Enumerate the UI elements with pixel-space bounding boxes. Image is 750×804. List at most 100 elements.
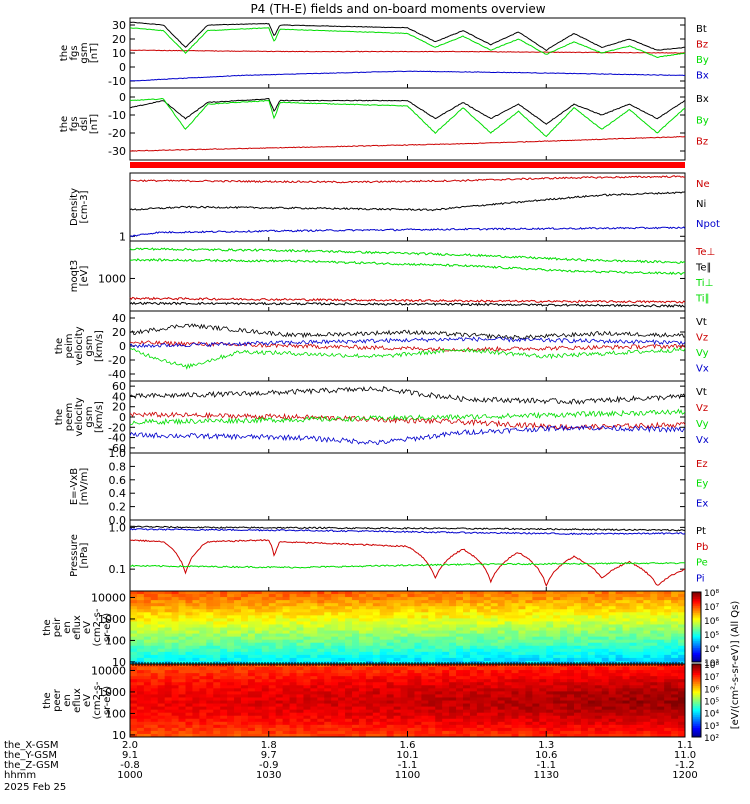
y-tick-label: 10000 <box>91 591 126 604</box>
spectrogram-cell <box>365 636 374 641</box>
spectrogram-cell <box>358 594 367 598</box>
spectrogram-cell <box>664 694 672 698</box>
spectrogram-cell <box>678 688 686 692</box>
spectrogram-cell <box>580 709 589 714</box>
spectrogram-cell <box>414 645 422 650</box>
spectrogram-cell <box>254 706 263 711</box>
spectrogram-cell <box>601 636 610 641</box>
spectrogram-cell <box>234 657 242 662</box>
spectrogram-cell <box>587 639 596 644</box>
panel-frame <box>129 519 686 592</box>
spectrogram-cell <box>268 730 277 735</box>
spectrogram-cell <box>580 718 589 723</box>
spectrogram-cell <box>615 594 624 598</box>
legend-entry: Vx <box>696 435 709 446</box>
x-tick-label: -1.1 <box>536 760 556 771</box>
spectrogram-cell <box>199 667 207 671</box>
spectrogram-cell <box>463 718 471 723</box>
spectrogram-cell <box>664 642 672 647</box>
spectrogram-cell <box>275 597 284 601</box>
spectrogram-cell <box>587 733 596 738</box>
spectrogram-cell <box>643 667 651 671</box>
spectrogram-cell <box>199 600 207 604</box>
spectrogram-cell <box>490 627 499 632</box>
spectrogram-cell <box>456 615 464 619</box>
spectrogram-cell <box>629 612 637 616</box>
spectrogram-cell <box>338 706 346 711</box>
colorbar-step <box>692 611 701 614</box>
spectrogram-cell <box>414 639 422 644</box>
x-tick-label: 1.8 <box>261 740 277 751</box>
spectrogram-cell <box>414 627 422 632</box>
spectrogram-cell <box>345 615 353 619</box>
spectrogram-cell <box>463 670 471 674</box>
spectrogram-cell <box>421 612 429 616</box>
spectrogram-cell <box>539 624 547 628</box>
spectrogram-cell <box>560 682 568 686</box>
spectrogram-cell <box>296 679 304 683</box>
spectrogram-cell <box>636 712 644 717</box>
spectrogram-cell <box>199 651 207 656</box>
spectrogram-cell <box>365 706 374 711</box>
spectrogram-cell <box>456 724 464 729</box>
spectrogram-cell <box>442 609 450 613</box>
spectrogram-cell <box>136 694 145 698</box>
spectrogram-cell <box>532 709 540 714</box>
spectrogram-cell <box>567 703 575 708</box>
spectrogram-cell <box>136 609 145 613</box>
spectrogram-cell <box>227 648 235 653</box>
spectrogram-cell <box>379 645 388 650</box>
spectrogram-cell <box>532 606 540 610</box>
spectrogram-cell <box>324 727 332 732</box>
spectrogram-cell <box>657 688 665 692</box>
spectrogram-cell <box>463 709 471 714</box>
spectrogram-cell <box>539 618 547 622</box>
spectrogram-cell <box>386 660 395 665</box>
spectrogram-cell <box>629 597 637 601</box>
spectrogram-cell <box>643 694 651 698</box>
spectrogram-cell <box>435 648 443 653</box>
spectrogram-cell <box>421 724 429 729</box>
spectrogram-cell <box>365 694 374 698</box>
spectrogram-cell <box>331 712 339 717</box>
spectrogram-cell <box>275 609 284 613</box>
spectrogram-cell <box>324 609 332 613</box>
colorbar-step <box>692 604 701 607</box>
spectrogram-cell <box>469 657 478 662</box>
spectrogram-cell <box>345 627 353 632</box>
spectrogram-cell <box>282 648 291 653</box>
spectrogram-cell <box>525 724 533 729</box>
spectrogram-cell <box>678 639 686 644</box>
spectrogram-cell <box>234 694 242 698</box>
spectrogram-cell <box>469 597 478 601</box>
spectrogram-cell <box>192 727 200 732</box>
spectrogram-cell <box>421 615 429 619</box>
spectrogram-cell <box>442 706 450 711</box>
spectrogram-cell <box>594 682 603 686</box>
spectrogram-cell <box>136 660 145 665</box>
spectrogram-cell <box>532 636 540 641</box>
spectrogram-cell <box>574 724 582 729</box>
spectrogram-cell <box>178 612 186 616</box>
spectrogram-cell <box>185 621 193 625</box>
spectrogram-cell <box>136 709 145 714</box>
spectrogram-cell <box>400 603 408 607</box>
spectrogram-cell <box>594 600 603 604</box>
spectrogram-cell <box>303 600 311 604</box>
spectrogram-cell <box>310 664 318 668</box>
spectrogram-cell <box>352 697 360 701</box>
y-axis-label-line: gsm <box>84 406 95 427</box>
spectrogram-cell <box>490 597 499 601</box>
spectrogram-cell <box>379 679 388 683</box>
spectrogram-cell <box>310 606 318 610</box>
spectrogram-cell <box>553 670 561 674</box>
spectrogram-cell <box>345 676 353 680</box>
spectrogram-cell <box>393 591 402 595</box>
spectrogram-cell <box>587 603 596 607</box>
spectrogram-cell <box>331 721 339 726</box>
spectrogram-cell <box>227 615 235 619</box>
spectrogram-cell <box>587 724 596 729</box>
spectrogram-cell <box>275 642 284 647</box>
spectrogram-cell <box>594 627 603 632</box>
spectrogram-cell <box>345 624 353 628</box>
